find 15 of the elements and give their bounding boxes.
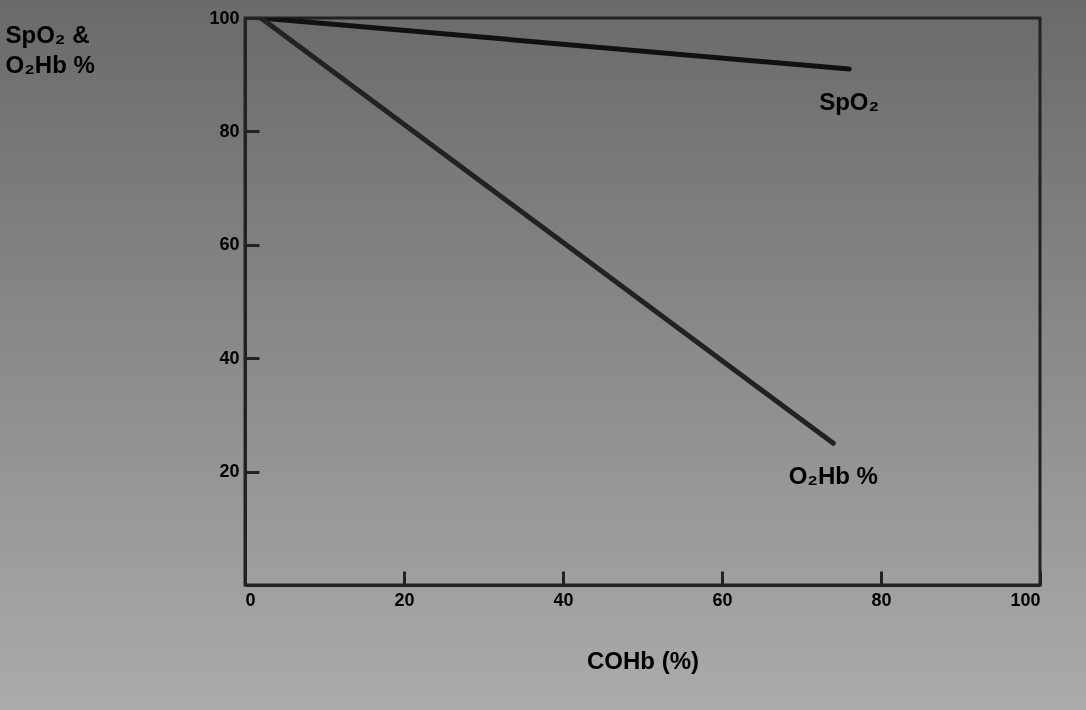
y-tick-label: 100	[209, 7, 240, 28]
series-label: O₂Hb %	[788, 462, 878, 490]
x-tick-label: 20	[394, 589, 415, 610]
series-label: SpO₂	[819, 88, 880, 116]
y-tick-label: 40	[219, 347, 240, 368]
y-tick-label: 20	[219, 461, 240, 482]
x-tick-label: 0	[245, 589, 256, 610]
x-tick-label: 40	[553, 589, 574, 610]
x-axis-title: COHb (%)	[587, 646, 699, 674]
y-axis-title: SpO₂ & O₂Hb %	[5, 20, 95, 78]
x-tick-label: 100	[1010, 589, 1041, 610]
x-tick-label: 60	[712, 589, 733, 610]
y-tick-label: 80	[219, 120, 240, 141]
x-tick-label: 80	[871, 589, 892, 610]
y-tick-label: 60	[219, 234, 240, 255]
